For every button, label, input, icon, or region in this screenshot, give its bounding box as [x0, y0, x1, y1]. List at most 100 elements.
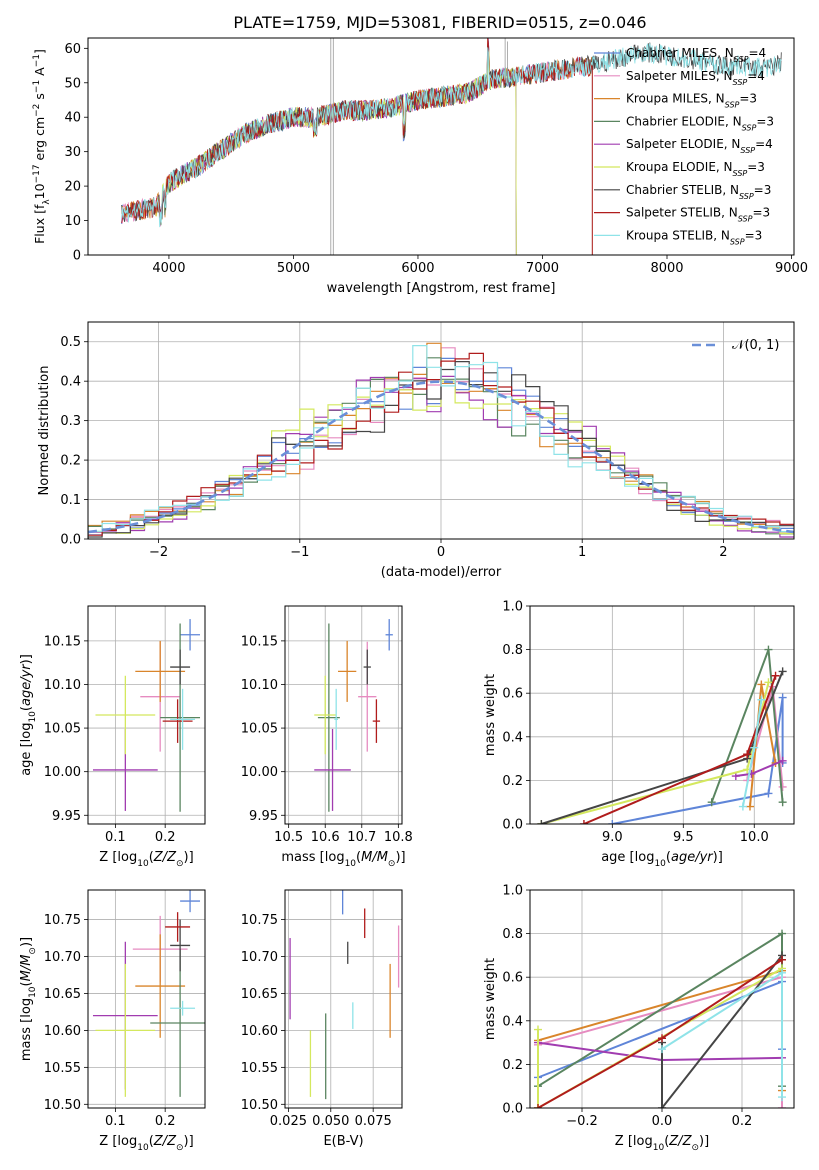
y-tick-label: 0.2: [60, 454, 81, 469]
weight-marker: [750, 743, 759, 752]
y-tick-label: 10.65: [44, 987, 81, 1002]
plot-area: [314, 619, 393, 812]
y-tick-label: 10.60: [241, 1024, 278, 1039]
x-tick-label: 0.2: [155, 1114, 176, 1129]
plot-area: [92, 890, 205, 1097]
errorbar-kroupa-elodie: [95, 963, 156, 1097]
weight-marker: [658, 1034, 666, 1043]
x-axis-label: wavelength [Angstrom, rest frame]: [327, 281, 556, 296]
weight-marker: [757, 680, 766, 689]
x-axis-label: Z [log10(Z/Z⊙)]: [99, 850, 193, 869]
x-tick-label: 10.5: [274, 830, 303, 845]
x-axis-label: age [log10(age/yr)]: [601, 850, 723, 869]
weight-line: [541, 682, 770, 824]
y-tick-label: 1.0: [502, 884, 523, 899]
x-tick-label: 0.075: [355, 1114, 392, 1129]
weight-marker: [778, 968, 786, 977]
weight-marker: [778, 1104, 786, 1108]
weights-kroupa-stelib: [658, 968, 786, 1102]
errorbar-chabrier-miles: [180, 890, 201, 913]
weight-marker: [658, 1104, 666, 1108]
x-tick-label: 4000: [152, 261, 185, 276]
y-tick-label: 10.15: [241, 634, 278, 649]
chart-mass-vs-ebv: 0.025 0.050 0.075 10.50 10.55 10.60 10.65 10.70…: [241, 889, 403, 1149]
weight-marker: [738, 802, 747, 811]
y-tick-label: 10.50: [241, 1098, 278, 1113]
weight-marker: [658, 1045, 666, 1054]
weight-line: [537, 967, 783, 1108]
chart-weight-vs-age: 9.0 9.5 10.0 0.0 0.2 0.4 0.6 0.8 1.0 age [log10(a…: [483, 600, 795, 869]
legend-label-salpeter-elodie: Salpeter ELODIE, NSSP=4: [626, 137, 773, 155]
chart-spectrum: 4000 5000 6000 7000 8000 9000 0 10 20 30 40 50 60 wav…: [32, 37, 808, 296]
x-tick-label: 9.0: [602, 830, 623, 845]
y-tick-label: 10: [64, 214, 81, 229]
y-tick-label: 0.0: [502, 1102, 523, 1117]
weight-marker: [778, 929, 786, 938]
plot-area: [92, 619, 201, 812]
legend-label-kroupa-elodie: Kroupa ELODIE, NSSP=3: [626, 160, 765, 178]
weight-marker: [778, 798, 787, 807]
weight-marker: [778, 955, 786, 964]
x-tick-label: 7000: [526, 261, 559, 276]
weight-line: [612, 697, 784, 824]
x-tick-label: 1: [578, 545, 586, 560]
y-tick-label: 10.75: [241, 913, 278, 928]
errorbar-salpeter-stelib: [165, 912, 191, 942]
weight-line: [541, 671, 784, 824]
y-tick-label: 0.1: [60, 493, 81, 508]
weight-marker: [579, 820, 588, 824]
weight-line: [735, 759, 783, 777]
x-tick-label: 0.050: [312, 1114, 349, 1129]
y-axis-label: mass weight: [483, 958, 498, 1040]
y-tick-label: 10.00: [44, 765, 81, 780]
weight-line: [661, 970, 783, 1098]
weight-marker: [778, 667, 787, 676]
axes-frame: [284, 889, 403, 1109]
y-tick-label: 0.2: [502, 774, 523, 789]
y-tick-label: 0.0: [60, 533, 81, 548]
weight-marker: [707, 798, 716, 807]
legend-label-chabrier-elodie: Chabrier ELODIE, NSSP=3: [626, 114, 774, 131]
x-tick-label: 0.025: [270, 1114, 307, 1129]
errorbar-chabrier-miles: [385, 619, 393, 651]
y-tick-label: 0.6: [502, 971, 523, 986]
weights-chabrier-elodie: [534, 929, 786, 1091]
x-tick-label: 10.7: [347, 830, 376, 845]
weight-marker: [771, 671, 780, 680]
legend-label-chabrier-stelib: Chabrier STELIB, NSSP=3: [626, 183, 771, 201]
errorbar-kroupa-stelib: [170, 1000, 196, 1016]
legend-label-salpeter-miles: Salpeter MILES, NSSP=4: [626, 69, 765, 87]
plot-area: [88, 342, 794, 539]
x-tick-label: 9.5: [673, 830, 694, 845]
y-tick-label: 1.0: [502, 600, 523, 615]
legend-label-normal: 𝒩(0, 1): [732, 338, 779, 353]
x-tick-label: 10.6: [311, 830, 340, 845]
weights-salpeter-stelib: [534, 955, 786, 1108]
axes-frame: [87, 37, 795, 256]
y-tick-label: 0.6: [502, 687, 523, 702]
weight-line: [661, 954, 783, 1108]
y-axis-label: Normed distribution: [37, 366, 52, 496]
plot-area: [534, 929, 786, 1108]
y-axis-label: age [log10(age/yr)]: [19, 654, 38, 776]
x-tick-label: 0.2: [155, 830, 176, 845]
x-tick-label: 10.8: [384, 830, 413, 845]
chart-age-vs-Z: 0.1 0.2 9.95 10.00 10.05 10.10 10.15 Z [log10(Z…: [19, 605, 206, 869]
errorbar-salpeter-stelib: [372, 699, 381, 743]
errorbar-kroupa-stelib: [170, 688, 196, 750]
errorbar-chabrier-stelib: [170, 649, 191, 685]
axes-frame: [529, 889, 795, 1109]
y-tick-label: 0.4: [502, 730, 523, 745]
x-axis-label: E(B-V): [323, 1134, 363, 1149]
axes-frame: [284, 605, 403, 825]
weight-marker: [764, 789, 773, 798]
plot-area: [537, 645, 787, 824]
y-tick-label: 0.8: [502, 927, 523, 942]
y-tick-label: 10.05: [44, 722, 81, 737]
chart-age-vs-mass: 10.5 10.6 10.7 10.8 9.95 10.00 10.05 10.10 10.15…: [241, 605, 413, 869]
weight-marker: [757, 695, 766, 704]
weight-marker: [534, 1025, 542, 1034]
errorbar-salpeter-stelib: [162, 699, 193, 743]
y-tick-label: 20: [64, 180, 81, 195]
